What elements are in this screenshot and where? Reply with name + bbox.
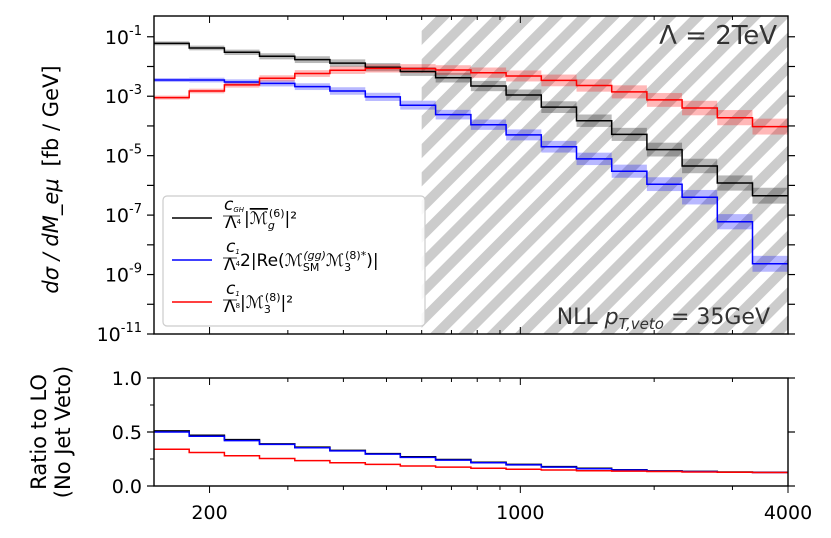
ratio-frame xyxy=(153,377,789,487)
ylabel-derivative: dσ / dM_eμ xyxy=(39,178,64,293)
legend-label-2: |ℳ3(8)|² xyxy=(240,291,293,316)
legend-frac-num: c1 xyxy=(226,237,240,257)
ylabel-unit: [fb / GeV] xyxy=(39,65,63,166)
x-tick-label: 1000 xyxy=(496,502,544,524)
legend-frac-den: Λ8 xyxy=(224,297,240,317)
ratio-y-axis-ticks: 1.0 0.5 0.0 xyxy=(112,368,795,498)
legend-frac-num: c1 xyxy=(226,279,240,299)
ratio-line-red xyxy=(154,448,788,474)
y-tick-label: 10-11 xyxy=(97,321,142,346)
series-lines xyxy=(154,42,788,265)
legend-label-1: 2|Re(ℳSM(gg)ℳ3(8)*)| xyxy=(240,249,379,274)
series-line-1 xyxy=(154,79,788,265)
main-frame xyxy=(153,15,789,335)
legend-frac-num: cGH xyxy=(224,195,245,215)
nll-sub: T,veto xyxy=(619,315,664,333)
legend-frac-den: Λ4 xyxy=(224,255,241,275)
x-tick-label: 200 xyxy=(191,502,227,524)
ratio-y-tick-label: 1.0 xyxy=(112,368,142,390)
x-axis-ticks-top-panel xyxy=(209,16,789,334)
y-tick-label: 10-1 xyxy=(105,24,142,49)
legend-frac-den: Λ4 xyxy=(225,213,242,233)
legend-label-0: |ℳg(6)|² xyxy=(244,207,297,232)
main-panel: 10-1 10-3 10-5 10-7 10-9 10-11 Λ = 2TeV NLL p… xyxy=(39,15,795,346)
y-axis-ticks: 10-1 10-3 10-5 10-7 10-9 10-11 xyxy=(97,24,795,346)
ratio-x-axis-ticks: 200 1000 4000 xyxy=(191,378,812,524)
hatched-region xyxy=(421,16,788,334)
legend-entry-2: c1 Λ8 |ℳ3(8)|² xyxy=(223,279,293,317)
legend-box xyxy=(162,195,426,327)
series-line-0 xyxy=(154,42,788,197)
y-tick-label: 10-7 xyxy=(105,202,142,227)
legend-entry-1: c1 Λ4 2|Re(ℳSM(gg)ℳ3(8)*)| xyxy=(223,237,379,275)
lambda-annotation: Λ = 2TeV xyxy=(659,21,777,51)
series-line-2 xyxy=(154,67,788,128)
ratio-panel: 1.0 0.5 0.0 200 1000 4000 Ratio to LO (No Je… xyxy=(27,366,812,524)
ratio-y-axis-label: Ratio to LO (No Jet Veto) xyxy=(27,366,75,498)
ratio-y-tick-label: 0.5 xyxy=(112,422,142,444)
main-y-axis-label: dσ / dM_eμ [fb / GeV] xyxy=(39,65,64,293)
y-tick-label: 10-9 xyxy=(105,262,142,287)
ratio-y-tick-label: 0.0 xyxy=(112,476,142,498)
nll-annotation: NLL pT,veto = 35GeV xyxy=(557,305,770,333)
ratio-series-lines xyxy=(154,430,788,474)
ratio-line-black xyxy=(154,430,788,474)
legend: cGH Λ4 |ℳg(6)|² c1 Λ4 2|Re(ℳSM(gg)ℳ3(8)*… xyxy=(162,195,426,327)
nll-pt: p xyxy=(604,305,619,330)
ratio-ylabel-line1: Ratio to LO xyxy=(27,374,51,490)
ratio-ylabel-line2: (No Jet Veto) xyxy=(51,366,75,498)
x-tick-label: 4000 xyxy=(764,502,812,524)
legend-entry-0: cGH Λ4 |ℳg(6)|² xyxy=(223,195,297,233)
y-tick-label: 10-3 xyxy=(105,83,142,108)
y-tick-label: 10-5 xyxy=(105,143,142,168)
nll-prefix: NLL xyxy=(557,305,605,330)
nll-value: = 35GeV xyxy=(664,305,770,330)
